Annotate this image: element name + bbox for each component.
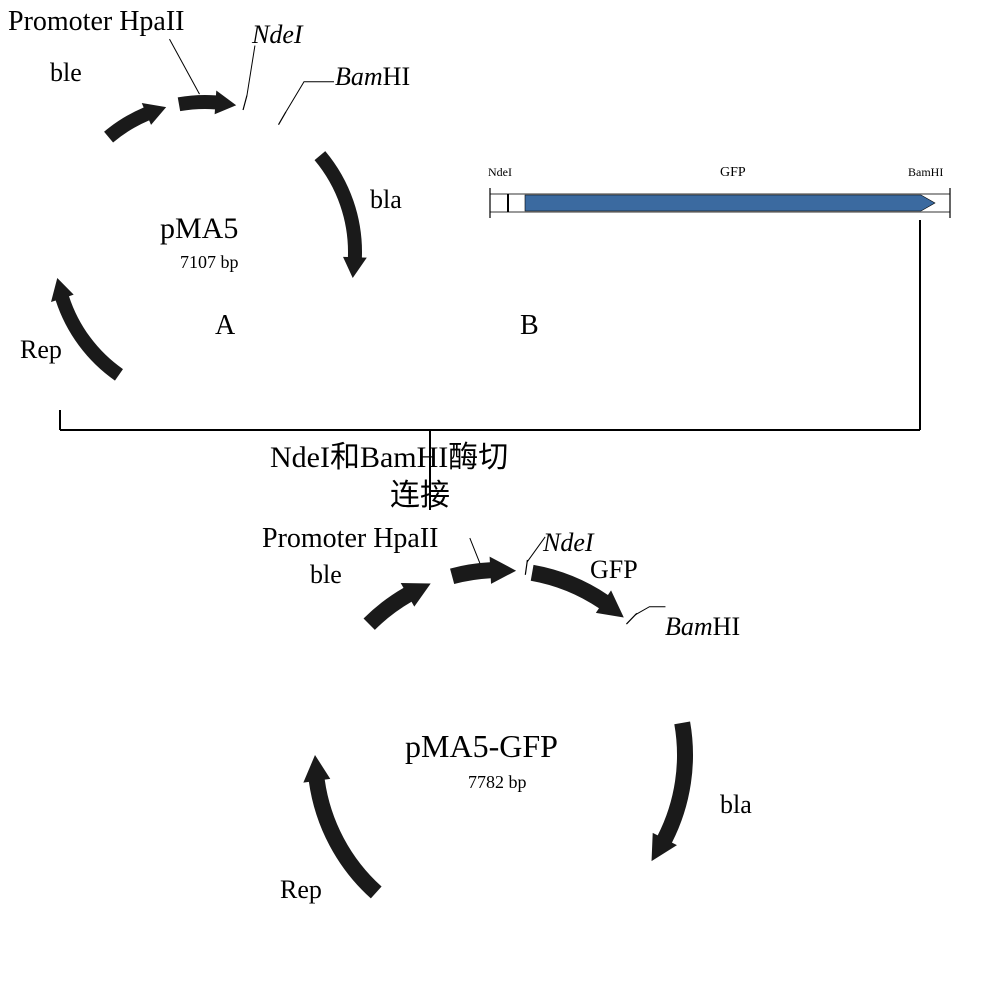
label-bam-top: BamHI — [335, 62, 410, 92]
label-ble-top: ble — [50, 58, 82, 88]
label-pma5gfp-name: pMA5-GFP — [405, 728, 558, 765]
label-promoter-top: Promoter HpaII — [8, 6, 185, 38]
label-pma5gfp-size: 7782 bp — [468, 772, 527, 793]
label-bam-bot: BamHI — [665, 612, 740, 642]
label-rep-bot: Rep — [280, 875, 322, 905]
label-ble-bot: ble — [310, 560, 342, 590]
label-nde-bot: NdeI — [543, 528, 594, 558]
label-pma5-size: 7107 bp — [180, 252, 239, 273]
label-linear-nde: NdeI — [488, 165, 512, 180]
label-pma5-name: pMA5 — [160, 212, 238, 246]
label-linear-gfp: GFP — [720, 165, 746, 181]
label-bla-top: bla — [370, 185, 402, 215]
label-B: B — [520, 310, 539, 342]
label-ligate: 连接 — [390, 470, 450, 514]
label-promoter-bot: Promoter HpaII — [262, 523, 439, 555]
label-A: A — [215, 310, 235, 342]
label-linear-bam: BamHI — [908, 165, 943, 180]
label-nde-top: NdeI — [252, 20, 303, 50]
label-rep-top: Rep — [20, 335, 62, 365]
diagram-canvas — [0, 0, 1000, 984]
label-bla-bot: bla — [720, 790, 752, 820]
label-gfp-bot: GFP — [590, 555, 638, 585]
